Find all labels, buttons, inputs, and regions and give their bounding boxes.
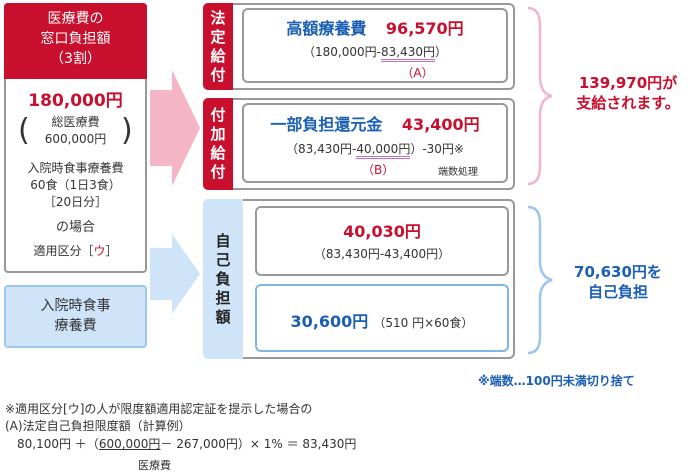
meal-line2: 60食（1日3食） bbox=[30, 178, 121, 192]
meal-box-line1: 入院時食事 bbox=[40, 298, 111, 314]
class-prefix: 適用区分［ bbox=[33, 244, 94, 258]
high-cost-box: 高額療養費 96,570円 （180,000円-83,430円） （A） bbox=[242, 8, 508, 83]
self-pay-meal-box: 30,600円 （510 円×60食） bbox=[255, 284, 509, 352]
left-header-line1: 医療費の bbox=[47, 11, 104, 27]
self-pay-meal-line: 30,600円 （510 円×60食） bbox=[257, 308, 507, 332]
left-paren-close: ) bbox=[121, 113, 133, 148]
label-char: 額 bbox=[215, 307, 231, 326]
calc-highlight-b: 40,000円 bbox=[356, 142, 411, 159]
paid-line2: 支給されます。 bbox=[576, 94, 680, 112]
case-text: の場合 bbox=[55, 220, 95, 235]
refund-calc: （83,430円-40,000円）-30円※ bbox=[244, 140, 506, 159]
self-pay-amount1: 40,030円 bbox=[343, 222, 421, 241]
self-line2: 自己負担 bbox=[587, 283, 648, 301]
left-paren-open: ( bbox=[18, 113, 30, 148]
label-char: 給 bbox=[210, 144, 226, 162]
high-cost-title: 高額療養費 96,570円 bbox=[244, 15, 506, 39]
self-pay-calc2: （510 円×60食） bbox=[373, 316, 474, 330]
label-char: 定 bbox=[210, 27, 226, 46]
calc-prefix: （180,000円- bbox=[303, 45, 381, 59]
meal-line1: 入院時食事療養費 bbox=[27, 161, 124, 175]
formula-c: － 267,000円）× 1% ＝ 83,430円 bbox=[160, 437, 357, 451]
statutory-benefit-label: 法 定 給 付 bbox=[203, 3, 233, 90]
label-char: 加 bbox=[210, 125, 226, 143]
pink-brace-icon bbox=[527, 6, 553, 186]
high-cost-name: 高額療養費 bbox=[286, 19, 367, 38]
meal-line3: ［20日分］ bbox=[43, 195, 108, 209]
refund-amount: 43,400円 bbox=[401, 115, 480, 134]
calc-prefix: （83,430円- bbox=[286, 142, 357, 156]
blue-arrow-icon bbox=[150, 234, 200, 314]
label-char: 付 bbox=[210, 163, 226, 181]
self-pay-label: 自 己 負 担 額 bbox=[203, 199, 243, 359]
refund-box: 一部負担還元金 43,400円 （83,430円-40,000円）-30円※ （… bbox=[242, 103, 508, 183]
label-char: 己 bbox=[215, 250, 231, 269]
applicable-class: 適用区分［ウ］ bbox=[4, 242, 147, 259]
formula: 80,100円 ＋（600,000円－ 267,000円）× 1% ＝ 83,4… bbox=[17, 435, 356, 452]
meal-info: 入院時食事療養費 60食（1日3食） ［20日分］ bbox=[4, 160, 147, 211]
label-char: 付 bbox=[210, 65, 226, 84]
label-char: 付 bbox=[210, 106, 226, 124]
refund-title: 一部負担還元金 43,400円 bbox=[244, 111, 506, 135]
refund-name: 一部負担還元金 bbox=[270, 115, 383, 134]
marker-b: （B） bbox=[362, 163, 395, 177]
class-value: ウ bbox=[93, 244, 106, 258]
left-header-line2: 窓口負担額 bbox=[40, 31, 111, 47]
formula-under-label: 医療費 bbox=[138, 459, 171, 472]
self-line1: 70,630円を bbox=[574, 263, 662, 281]
total-line1: 総医療費 bbox=[51, 115, 100, 129]
meal-cost-box: 入院時食事 療養費 bbox=[4, 285, 147, 348]
label-char: 法 bbox=[210, 8, 226, 27]
self-pay-medical-box: 40,030円 （83,430円-43,400円） bbox=[255, 206, 509, 276]
blue-brace-icon bbox=[527, 205, 553, 355]
rounding-label: 端数処理 bbox=[438, 167, 478, 178]
high-cost-amount: 96,570円 bbox=[385, 19, 464, 38]
label-char: 給 bbox=[210, 46, 226, 65]
note-line2: (A)法定自己負担限度額（計算例） bbox=[5, 419, 191, 433]
formula-b: 600,000円 bbox=[98, 437, 161, 451]
class-suffix: ］ bbox=[105, 244, 118, 258]
total-line2: 600,000円 bbox=[44, 132, 107, 146]
window-payment-amount: 180,000円 bbox=[28, 91, 123, 111]
self-pay-calc1: （83,430円-43,400円） bbox=[313, 247, 451, 261]
self-pay-amount2: 30,600円 bbox=[290, 312, 369, 331]
formula-a: 80,100円 ＋（ bbox=[17, 437, 99, 451]
label-char: 担 bbox=[215, 288, 231, 307]
rounding-note: ※端数…100円未満切り捨て bbox=[478, 374, 635, 388]
marker-a: （A） bbox=[401, 66, 434, 80]
paid-line1: 139,970円が bbox=[578, 74, 678, 92]
self-pay-result: 70,630円を 自己負担 bbox=[548, 262, 688, 302]
calc-highlight-a: 83,430円 bbox=[380, 45, 435, 62]
label-char: 負 bbox=[215, 269, 231, 288]
note-line1: ※適用区分[ウ]の人が限度額適用認定証を提示した場合の bbox=[5, 402, 313, 416]
calc-suffix: ） bbox=[434, 45, 447, 59]
paid-result: 139,970円が 支給されます。 bbox=[558, 73, 698, 113]
label-char: 自 bbox=[215, 231, 231, 250]
total-medical-cost: 総医療費 600,000円 bbox=[4, 114, 147, 148]
pink-arrow-icon bbox=[150, 70, 200, 186]
left-header-line3: （3割） bbox=[50, 51, 101, 67]
high-cost-calc: （180,000円-83,430円） bbox=[244, 43, 506, 62]
refund-markers: （B） 端数処理 bbox=[244, 161, 506, 178]
calc-suffix: ）-30円※ bbox=[410, 142, 464, 156]
meal-box-line2: 療養費 bbox=[54, 318, 97, 334]
left-header: 医療費の 窓口負担額 （3割） bbox=[4, 3, 147, 79]
additional-benefit-label: 付 加 給 付 bbox=[203, 98, 233, 190]
